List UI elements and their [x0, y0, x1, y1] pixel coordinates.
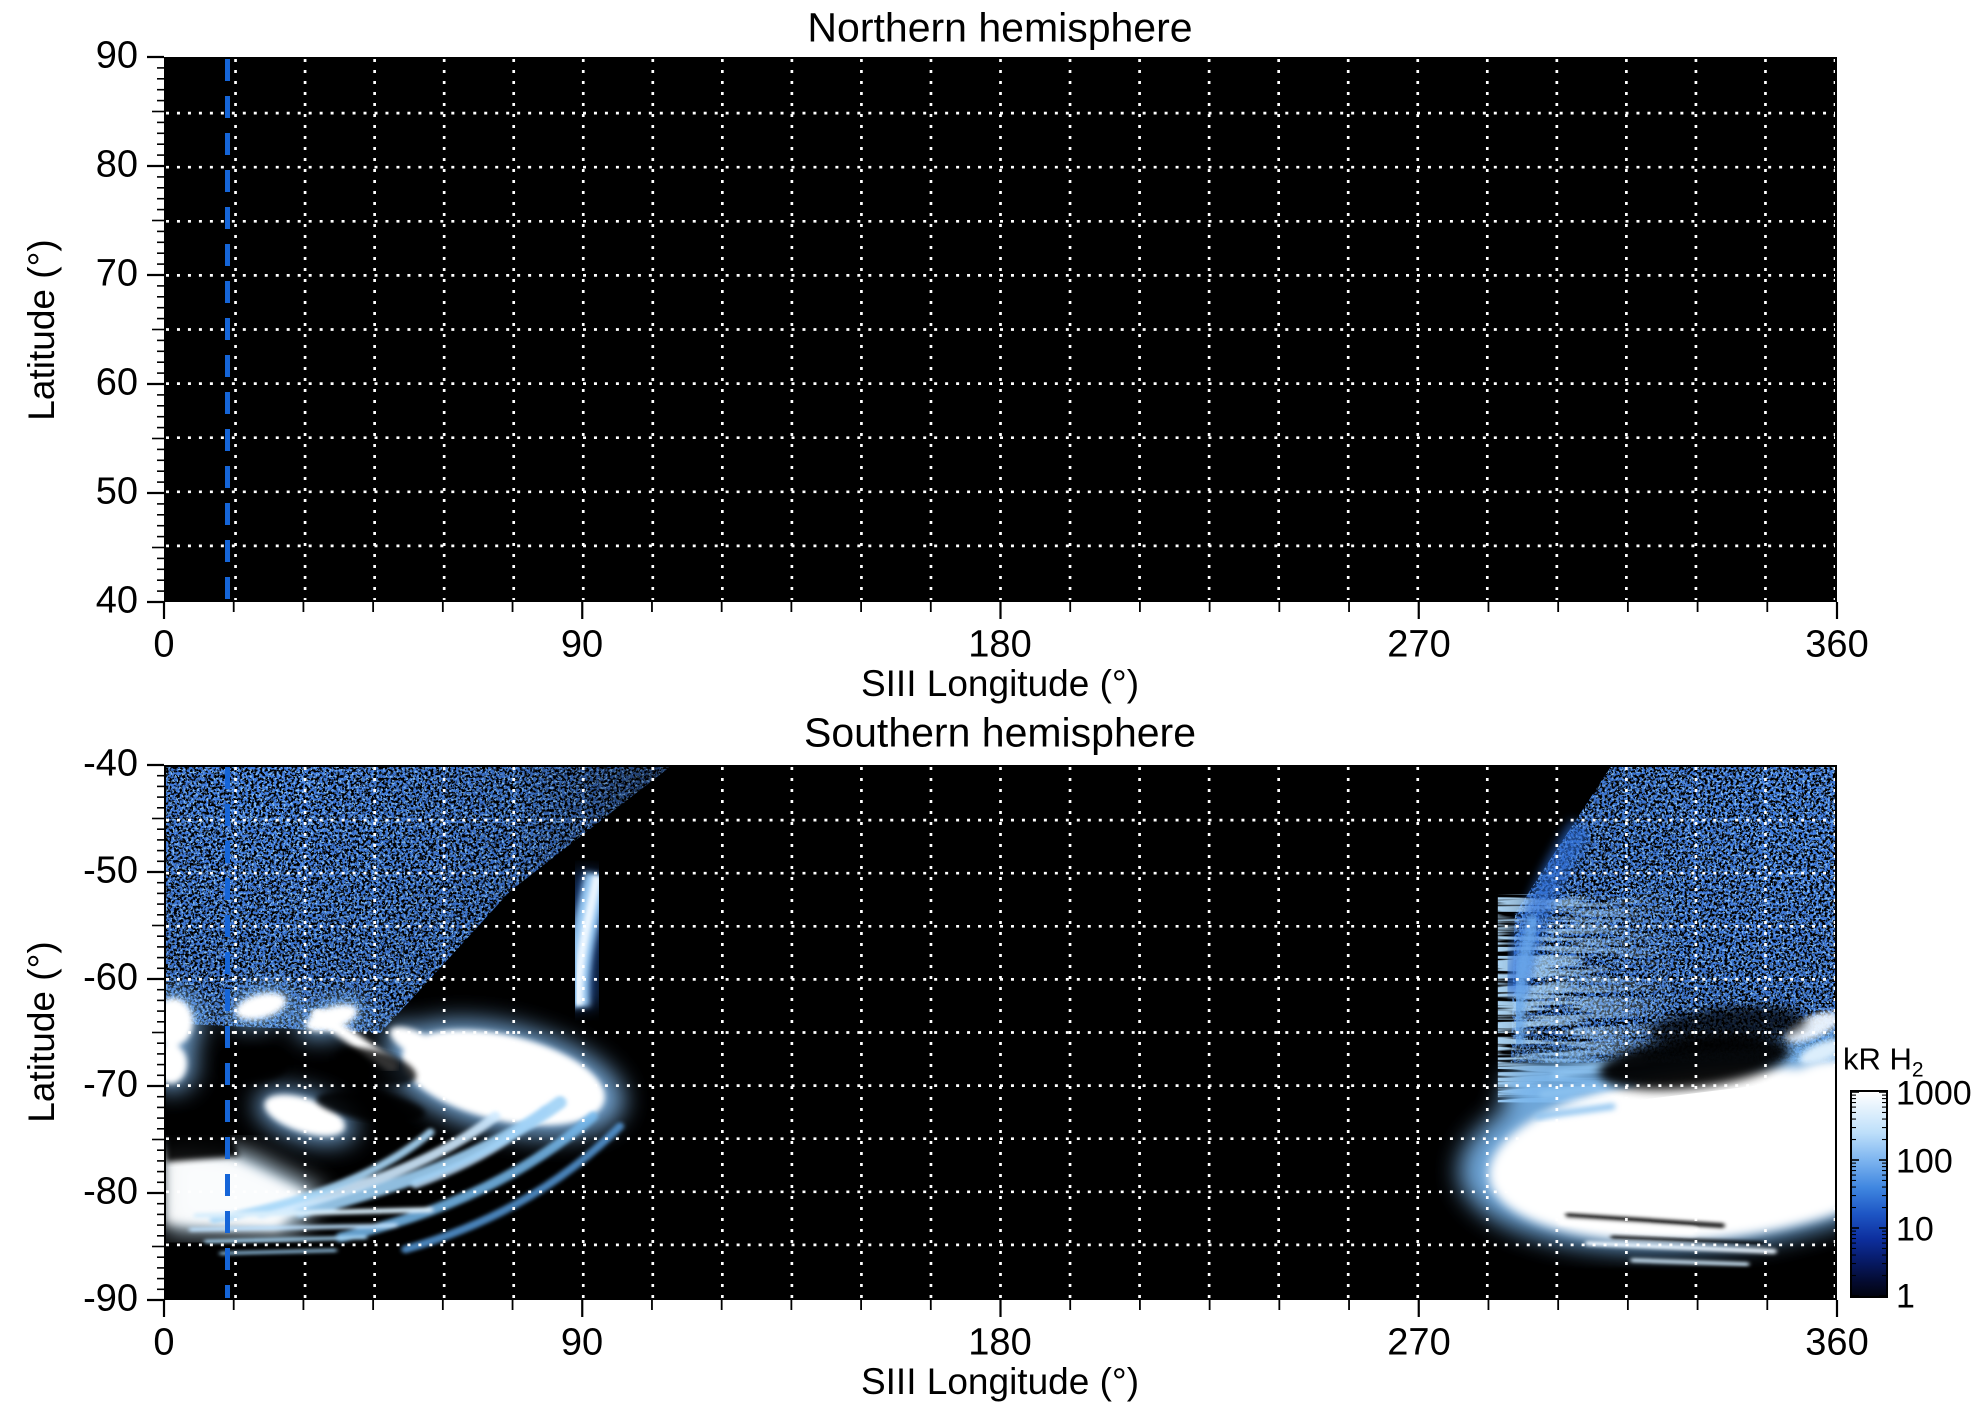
colorbar-tick-10: 10 [1896, 1210, 1934, 1249]
south-ytick--80: -80 [83, 1170, 138, 1213]
south-xtick-180: 180 [968, 1321, 1032, 1364]
south-ytick--90: -90 [83, 1277, 138, 1320]
north-ytick-60: 60 [95, 361, 138, 404]
north-x-axis-label: SIII Longitude (°) [860, 663, 1140, 704]
colorbar-ticks [1852, 1091, 1886, 1297]
south-panel-title: Southern hemisphere [803, 709, 1197, 756]
north-xtick-360: 360 [1805, 623, 1869, 666]
south-reference-longitude-line [225, 767, 230, 1298]
south-xtick-360: 360 [1805, 1321, 1869, 1364]
north-ytick-90: 90 [95, 34, 138, 77]
colorbar-tick-1000: 1000 [1896, 1074, 1972, 1113]
south-panel-plot-area [164, 765, 1837, 1300]
south-x-axis-label: SIII Longitude (°) [860, 1361, 1140, 1402]
south-gridlines [166, 767, 1835, 1298]
colorbar-gradient [1850, 1090, 1888, 1298]
colorbar-title-text: kR H [1843, 1041, 1912, 1077]
south-ytick--60: -60 [83, 956, 138, 999]
north-xtick-90: 90 [560, 623, 604, 666]
north-panel-plot-area [164, 57, 1837, 602]
north-gridlines [166, 59, 1835, 600]
colorbar-tick-100: 100 [1896, 1142, 1953, 1181]
south-ytick--40: -40 [83, 742, 138, 785]
south-xtick-90: 90 [560, 1321, 604, 1364]
north-xtick-180: 180 [968, 623, 1032, 666]
north-panel-title: Northern hemisphere [807, 4, 1193, 51]
north-ytick-70: 70 [95, 252, 138, 295]
south-xtick-270: 270 [1387, 1321, 1451, 1364]
north-reference-longitude-line [225, 59, 230, 600]
north-ytick-40: 40 [95, 579, 138, 622]
north-ytick-50: 50 [95, 470, 138, 513]
south-y-axis-ticks [147, 763, 164, 1302]
colorbar-title-subscript: 2 [1911, 1058, 1924, 1082]
south-xtick-0: 0 [153, 1321, 175, 1364]
north-ytick-80: 80 [95, 143, 138, 186]
colorbar-title: kR H2 [1843, 1042, 1924, 1083]
south-ytick--70: -70 [83, 1063, 138, 1106]
south-ytick--50: -50 [83, 849, 138, 892]
north-xtick-270: 270 [1387, 623, 1451, 666]
north-y-axis-ticks [147, 55, 164, 604]
north-xtick-0: 0 [153, 623, 175, 666]
north-x-axis-ticks [162, 602, 1839, 619]
south-x-axis-ticks [162, 1300, 1839, 1317]
colorbar-tick-1: 1 [1896, 1277, 1915, 1316]
